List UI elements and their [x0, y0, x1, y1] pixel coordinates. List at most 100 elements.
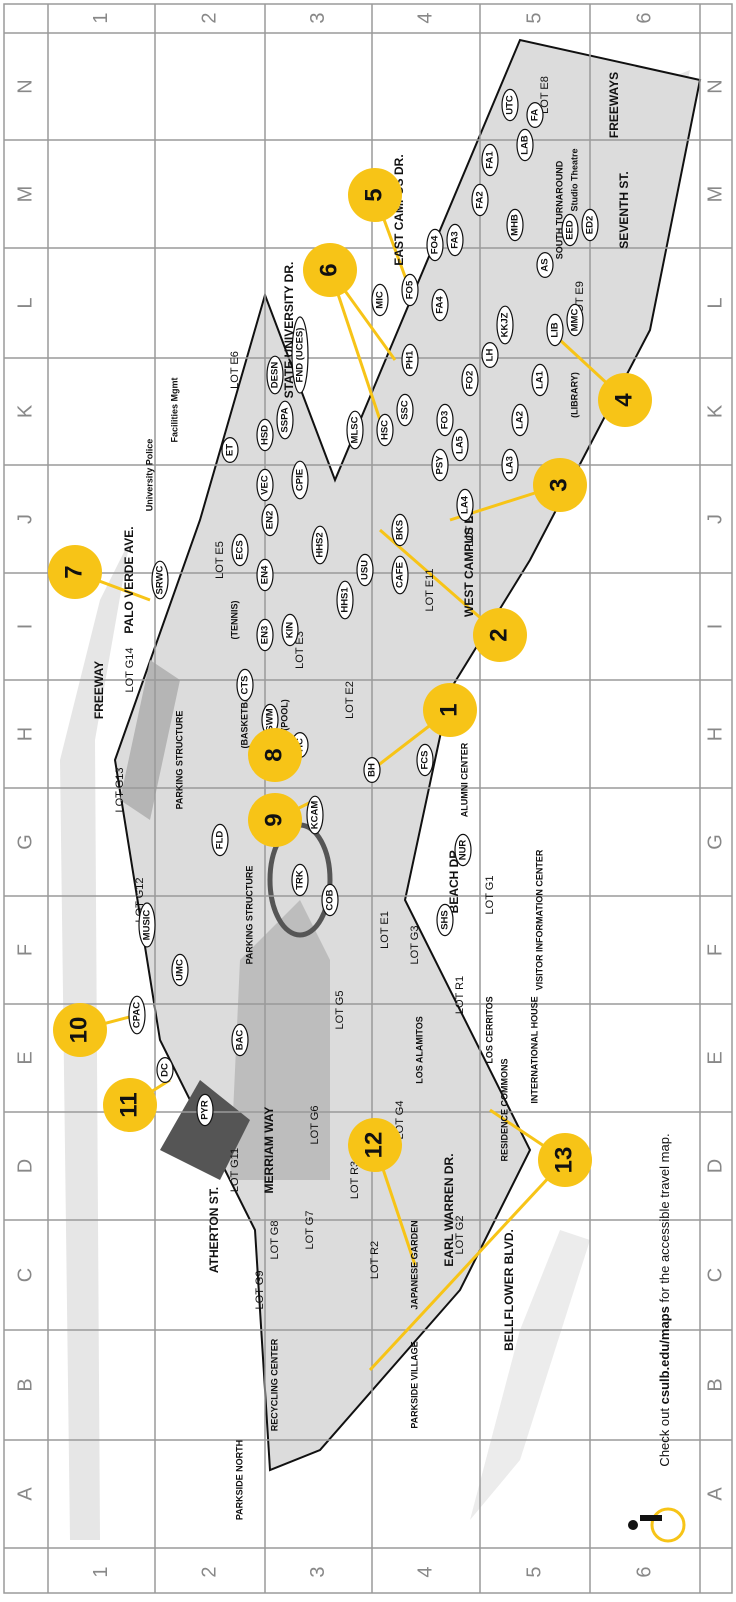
row-label: J: [704, 514, 726, 524]
building-label: LA2: [515, 411, 526, 429]
building-badge: [396, 393, 414, 427]
row-label: D: [14, 1159, 36, 1173]
building-badge: [451, 428, 469, 462]
building-label: DC: [160, 1063, 171, 1077]
marker: [598, 373, 652, 427]
row-label: I: [704, 624, 726, 630]
building-label: FA1: [485, 151, 496, 169]
row-label: H: [14, 727, 36, 741]
lot-label: LOT R3: [349, 1161, 361, 1199]
street-name: SEVENTH ST.: [617, 171, 631, 248]
building-badge: [151, 560, 169, 600]
marker-number: 9: [260, 813, 287, 826]
row-label: N: [14, 79, 36, 93]
building-badge: [511, 403, 529, 437]
lot-label: LOT E6: [229, 351, 241, 389]
marker: [473, 608, 527, 662]
building-badge: [256, 558, 274, 592]
building-label: EN3: [260, 626, 271, 644]
row-label: M: [14, 186, 36, 203]
building-label: MMC: [570, 309, 581, 332]
building-badge: [291, 316, 309, 394]
note-suffix: for the accessible travel map.: [657, 1133, 672, 1302]
row-label: L: [14, 297, 36, 308]
building-label: DESN: [270, 362, 281, 389]
row-label: G: [14, 834, 36, 850]
lot-label: LOT G11: [229, 1148, 241, 1192]
row-label: F: [14, 944, 36, 956]
row-label: E: [704, 1051, 726, 1064]
lot-label: LOT E3: [294, 631, 306, 669]
lot-label: LOT G14: [124, 647, 136, 692]
building-badge: [536, 252, 554, 279]
building-label: MIC: [375, 291, 386, 309]
lot-label: LOT G9: [254, 1271, 266, 1310]
building-label: ET: [225, 444, 236, 456]
column-label: 5: [523, 1566, 545, 1577]
building-badge: [501, 88, 519, 122]
building-label: ED2: [585, 216, 596, 234]
street-name: WEST CAMPUS DR.: [462, 503, 476, 617]
place-name: VISITOR INFORMATION CENTER: [534, 849, 544, 990]
marker: [53, 1003, 107, 1057]
building-badge: [431, 448, 449, 482]
building-label: BH: [367, 763, 378, 777]
access-figure: [640, 1515, 662, 1521]
place-name: (BASKETBALL): [239, 682, 249, 749]
building-badge: [336, 580, 354, 620]
building-label: SRWC: [155, 565, 166, 594]
parking-structure: [230, 900, 330, 1180]
building-label: SSC: [400, 400, 411, 420]
marker: [303, 243, 357, 297]
building-label: FA3: [450, 231, 461, 248]
building-badge: [311, 525, 329, 565]
building-badge: [128, 995, 146, 1035]
building-label: USU: [360, 560, 371, 580]
lot-label: LOT G1: [484, 876, 496, 915]
marker-number: 2: [485, 628, 512, 641]
access-head: [628, 1520, 638, 1530]
building-label: HHS2: [315, 532, 326, 557]
note-link: csulb.edu/maps: [657, 1306, 672, 1404]
building-badge: [281, 613, 299, 647]
column-label: 4: [414, 1566, 436, 1577]
building-badge: [256, 468, 274, 502]
street-name: BELLFLOWER BLVD.: [502, 1229, 516, 1351]
street-name: FREEWAYS: [607, 72, 621, 138]
building-label: FA2: [475, 191, 486, 208]
building-badge: [291, 863, 309, 897]
street-name: ATHERTON ST.: [207, 1187, 221, 1273]
building-badge: [221, 437, 239, 464]
building-badge: [211, 823, 229, 857]
note: Check out csulb.edu/maps for the accessi…: [657, 1133, 672, 1466]
building-badge: [446, 223, 464, 257]
building-label: EN2: [265, 511, 276, 529]
building-label: CAFE: [395, 562, 406, 588]
building-badge: [471, 183, 489, 217]
place-name: LOS CERRITOS: [484, 996, 494, 1063]
row-label: A: [14, 1487, 36, 1501]
building-label: FO2: [465, 371, 476, 389]
building-badge: [138, 902, 156, 948]
building-badge: [531, 363, 549, 397]
marker-number: 11: [115, 1092, 142, 1117]
building-label: LAB: [520, 135, 531, 155]
building-label: HHS1: [340, 587, 351, 613]
building-label: HSD: [260, 425, 271, 445]
building-badge: [321, 883, 339, 917]
building-badge: [506, 208, 524, 242]
building-badge: [561, 213, 579, 247]
street-name: PALO VERDE AVE.: [122, 526, 136, 633]
labels: PALO VERDE AVE. FREEWAY ATHERTON ST. MERRIA…: [48, 72, 652, 1520]
building-label: UMC: [175, 959, 186, 981]
building-label: FND (UCES): [295, 328, 306, 383]
marker-number: 8: [260, 748, 287, 761]
building-label: FO5: [405, 280, 416, 299]
building-label: VEC: [260, 475, 271, 495]
building-badge: [501, 448, 519, 482]
building-label: SHS: [440, 910, 451, 930]
building-label: FO4: [430, 235, 441, 254]
row-label: G: [704, 834, 726, 850]
